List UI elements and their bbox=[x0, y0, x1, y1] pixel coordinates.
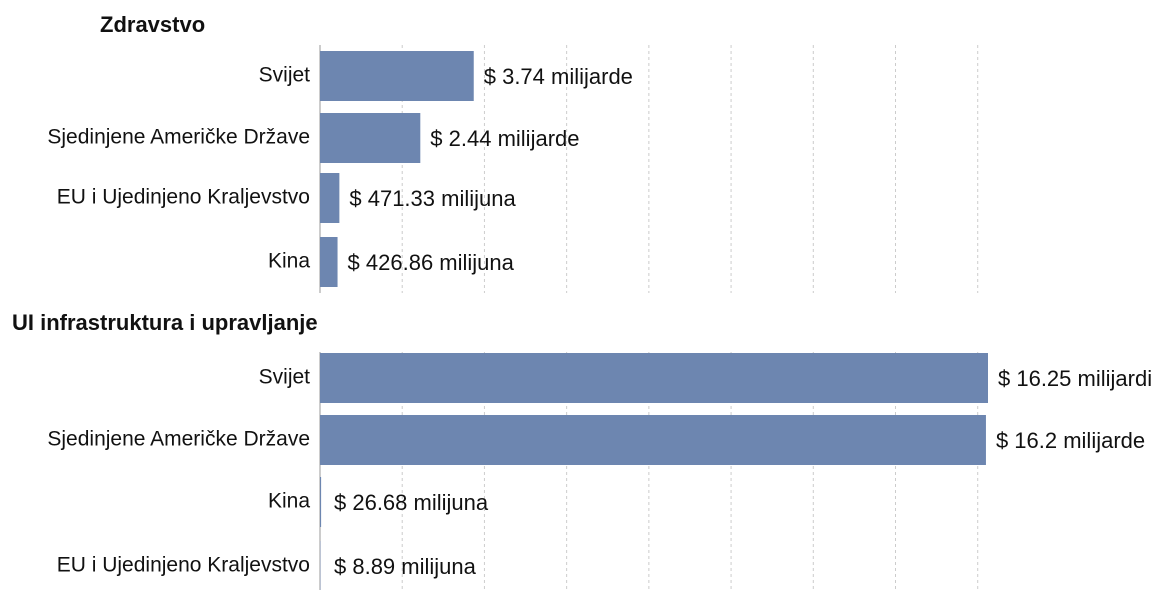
chart-title: Zdravstvo bbox=[100, 12, 205, 37]
category-label: EU i Ujedinjeno Kraljevstvo bbox=[57, 554, 310, 577]
value-label: $ 16.2 milijarde bbox=[996, 428, 1145, 453]
value-label: $ 471.33 milijuna bbox=[349, 186, 516, 211]
category-label: Sjedinjene Američke Države bbox=[47, 428, 310, 451]
bar bbox=[320, 51, 474, 101]
category-label: EU i Ujedinjeno Kraljevstvo bbox=[57, 186, 310, 209]
category-label: Sjedinjene Američke Države bbox=[47, 126, 310, 149]
category-label: Kina bbox=[268, 250, 310, 273]
value-label: $ 2.44 milijarde bbox=[430, 126, 579, 151]
bar bbox=[320, 173, 339, 223]
bar bbox=[320, 415, 986, 465]
value-label: $ 16.25 milijardi bbox=[998, 366, 1152, 391]
category-label: Kina bbox=[268, 490, 310, 513]
value-label: $ 3.74 milijarde bbox=[484, 64, 633, 89]
category-label: Svijet bbox=[259, 366, 311, 389]
category-label: Svijet bbox=[259, 64, 311, 87]
chart-title: UI infrastruktura i upravljanje bbox=[12, 310, 318, 335]
value-label: $ 26.68 milijuna bbox=[334, 490, 489, 515]
bar bbox=[320, 237, 338, 287]
value-label: $ 426.86 milijuna bbox=[348, 250, 515, 275]
bar bbox=[320, 353, 988, 403]
bar bbox=[320, 113, 420, 163]
value-label: $ 8.89 milijuna bbox=[334, 554, 477, 579]
bar bbox=[320, 477, 321, 527]
